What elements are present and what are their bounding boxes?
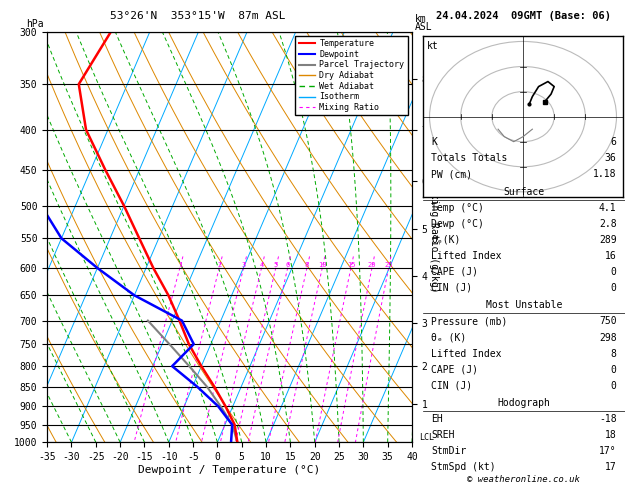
Text: 2: 2 xyxy=(217,262,221,268)
Y-axis label: Mixing Ratio (g/kg): Mixing Ratio (g/kg) xyxy=(429,181,438,293)
Text: 0: 0 xyxy=(611,364,616,375)
Text: Totals Totals: Totals Totals xyxy=(431,153,508,163)
Text: 0: 0 xyxy=(611,283,616,293)
Text: StmDir: StmDir xyxy=(431,446,467,456)
Text: K: K xyxy=(431,137,437,147)
Text: Surface: Surface xyxy=(503,187,545,197)
Text: km: km xyxy=(415,14,427,24)
Text: Dewp (°C): Dewp (°C) xyxy=(431,219,484,229)
Text: 6: 6 xyxy=(611,137,616,147)
Text: © weatheronline.co.uk: © weatheronline.co.uk xyxy=(467,474,579,484)
Text: -18: -18 xyxy=(599,414,616,424)
Text: hPa: hPa xyxy=(26,19,44,29)
Text: kt: kt xyxy=(427,41,439,51)
Text: 20: 20 xyxy=(368,262,376,268)
Text: 4: 4 xyxy=(259,262,264,268)
Text: CAPE (J): CAPE (J) xyxy=(431,364,479,375)
Text: 24.04.2024  09GMT (Base: 06): 24.04.2024 09GMT (Base: 06) xyxy=(435,11,611,21)
Text: 0: 0 xyxy=(611,267,616,277)
Text: θₑ(K): θₑ(K) xyxy=(431,235,461,245)
Text: Hodograph: Hodograph xyxy=(498,398,550,408)
Text: 1.18: 1.18 xyxy=(593,169,616,179)
Text: LCL: LCL xyxy=(420,433,434,442)
Text: StmSpd (kt): StmSpd (kt) xyxy=(431,462,496,472)
Text: CIN (J): CIN (J) xyxy=(431,381,472,391)
Text: 18: 18 xyxy=(605,430,616,440)
Text: 17°: 17° xyxy=(599,446,616,456)
Text: 6: 6 xyxy=(286,262,290,268)
X-axis label: Dewpoint / Temperature (°C): Dewpoint / Temperature (°C) xyxy=(138,465,321,475)
Text: 750: 750 xyxy=(599,316,616,327)
Text: 36: 36 xyxy=(605,153,616,163)
Text: 289: 289 xyxy=(599,235,616,245)
Legend: Temperature, Dewpoint, Parcel Trajectory, Dry Adiabat, Wet Adiabat, Isotherm, Mi: Temperature, Dewpoint, Parcel Trajectory… xyxy=(296,36,408,115)
Text: 53°26'N  353°15'W  87m ASL: 53°26'N 353°15'W 87m ASL xyxy=(110,11,286,21)
Text: 8: 8 xyxy=(305,262,309,268)
Text: Pressure (mb): Pressure (mb) xyxy=(431,316,508,327)
Text: 8: 8 xyxy=(611,348,616,359)
Text: PW (cm): PW (cm) xyxy=(431,169,472,179)
Text: EH: EH xyxy=(431,414,443,424)
Text: ASL: ASL xyxy=(415,21,433,32)
Text: 15: 15 xyxy=(347,262,355,268)
Text: 298: 298 xyxy=(599,332,616,343)
Text: 25: 25 xyxy=(384,262,393,268)
Text: Temp (°C): Temp (°C) xyxy=(431,203,484,213)
Text: CAPE (J): CAPE (J) xyxy=(431,267,479,277)
Text: 17: 17 xyxy=(605,462,616,472)
Text: 3: 3 xyxy=(242,262,246,268)
Text: 16: 16 xyxy=(605,251,616,261)
Text: CIN (J): CIN (J) xyxy=(431,283,472,293)
Text: 0: 0 xyxy=(611,381,616,391)
Text: Lifted Index: Lifted Index xyxy=(431,348,502,359)
Text: 2.8: 2.8 xyxy=(599,219,616,229)
Text: 5: 5 xyxy=(274,262,278,268)
Text: 10: 10 xyxy=(318,262,326,268)
Text: θₑ (K): θₑ (K) xyxy=(431,332,467,343)
Text: Lifted Index: Lifted Index xyxy=(431,251,502,261)
Text: SREH: SREH xyxy=(431,430,455,440)
Text: 4.1: 4.1 xyxy=(599,203,616,213)
Text: Most Unstable: Most Unstable xyxy=(486,300,562,311)
Text: 1: 1 xyxy=(178,262,182,268)
